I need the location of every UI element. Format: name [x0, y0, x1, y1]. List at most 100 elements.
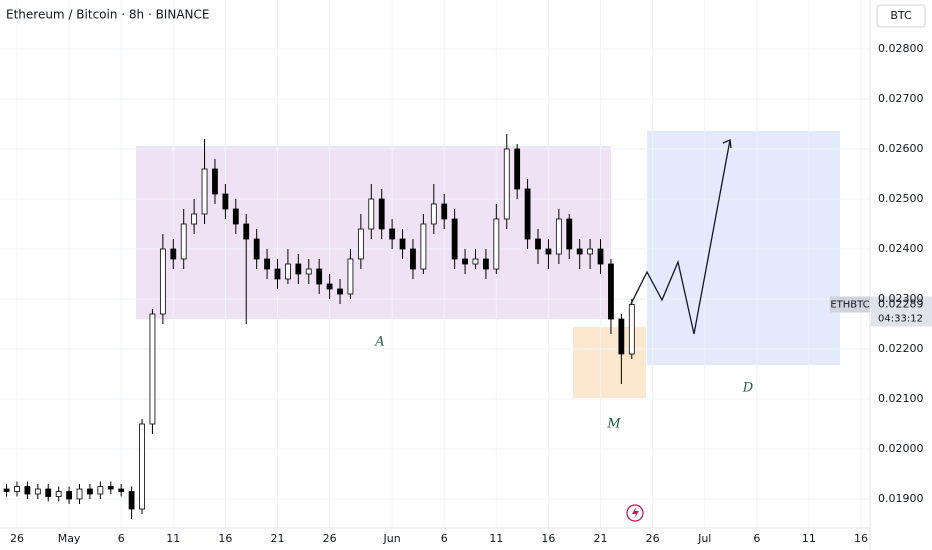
candle-body: [462, 258, 468, 265]
candle-body: [472, 258, 479, 265]
x-tick-label: 11: [802, 532, 816, 545]
candle-body: [3, 488, 10, 492]
y-tick-label: 0.02400: [878, 242, 924, 255]
candle-body: [159, 248, 166, 315]
candle-body: [524, 188, 531, 240]
x-tick-label: Jul: [697, 532, 711, 545]
candle-body: [34, 488, 41, 495]
candle-body: [14, 486, 20, 492]
candle-body: [368, 198, 375, 230]
candle-body: [170, 248, 177, 260]
x-tick-label: 16: [218, 532, 232, 545]
candle-body: [441, 203, 448, 220]
x-tick-label: 11: [489, 532, 503, 545]
candle-body: [66, 491, 72, 500]
candle-body: [493, 218, 500, 270]
candle-body: [608, 263, 614, 320]
candle-body: [253, 238, 260, 260]
x-tick-label: 26: [10, 532, 24, 545]
candle-body: [232, 208, 239, 225]
y-tick-label: 0.02000: [878, 442, 924, 455]
x-tick-label: 21: [270, 532, 284, 545]
candle-body: [378, 198, 385, 230]
x-tick-label: 6: [441, 532, 448, 545]
x-tick-label: 6: [118, 532, 125, 545]
candle-body: [97, 486, 104, 495]
candle-body: [264, 258, 270, 270]
candle-body: [243, 223, 250, 240]
candle-body: [566, 218, 573, 250]
x-tick-label: 16: [541, 532, 555, 545]
x-tick-label: 6: [753, 532, 760, 545]
candle-body: [201, 168, 208, 215]
candle-body: [139, 423, 145, 510]
y-tick-label: 0.02700: [878, 92, 924, 105]
candle-body: [87, 488, 93, 495]
candle-body: [555, 218, 562, 255]
x-tick-label: 21: [594, 532, 608, 545]
price-tag: ETHBTC 0.02289 04:33:12: [830, 296, 932, 327]
candle-body: [545, 248, 552, 255]
x-tick-label: May: [58, 532, 81, 545]
last-price: 0.02289: [878, 298, 924, 311]
candle-body: [483, 258, 489, 270]
candle-body: [107, 486, 114, 490]
symbol-tag-bg: [830, 296, 870, 313]
candle-body: [118, 488, 125, 492]
candle-body: [326, 283, 333, 290]
candle-body: [212, 168, 218, 195]
x-tick-label: 26: [646, 532, 660, 545]
candle-body: [410, 248, 416, 270]
candle-body: [55, 491, 62, 497]
x-tick-label: 16: [854, 532, 868, 545]
currency-button[interactable]: [876, 4, 926, 28]
symbol-tag: ETHBTC: [830, 300, 869, 311]
event-icon-bolt: [632, 507, 639, 519]
y-tick-label: 0.02800: [878, 42, 924, 55]
candle-body: [628, 304, 635, 355]
currency-label: BTC: [890, 9, 912, 22]
candle-body: [451, 218, 458, 260]
candle-body: [399, 238, 406, 250]
candle-body: [45, 488, 52, 497]
y-tick-label: 0.02200: [878, 342, 924, 355]
candle-body: [180, 223, 187, 260]
candle-body: [337, 288, 343, 295]
y-tick-label: 0.01900: [878, 492, 924, 505]
candle-body: [274, 268, 281, 280]
candle-body: [316, 268, 323, 285]
candle-body: [503, 148, 510, 220]
candle-body: [76, 488, 83, 500]
annotation: A: [374, 335, 384, 350]
event-icon[interactable]: [626, 504, 644, 522]
last-price-bg: [871, 296, 932, 327]
candle-body: [420, 223, 427, 270]
x-tick-label: 11: [166, 532, 180, 545]
y-tick-label: 0.02100: [878, 392, 924, 405]
candle-body: [191, 213, 198, 225]
y-tick-label: 0.02500: [878, 192, 924, 205]
candle-body: [514, 148, 521, 190]
candle-body: [576, 248, 583, 255]
candle-body: [305, 268, 312, 275]
annotation: D: [742, 381, 754, 396]
candles: [3, 134, 635, 519]
arrow-head: [722, 139, 732, 149]
candle-body: [597, 248, 604, 265]
candle-body: [24, 486, 31, 495]
projection-path: [630, 139, 731, 335]
demand-box: [573, 327, 646, 398]
candle-body: [618, 318, 625, 355]
x-tick-label: 26: [323, 532, 337, 545]
countdown: 04:33:12: [878, 314, 923, 325]
candle-body: [430, 203, 437, 225]
candle-body: [535, 238, 541, 250]
candle-body: [347, 258, 354, 295]
chart-title: Ethereum / Bitcoin · 8h · BINANCE: [6, 8, 209, 22]
y-tick-label: 0.02600: [878, 142, 924, 155]
y-tick-label: 0.02300: [878, 292, 924, 305]
candle-body: [128, 491, 135, 510]
candle-body: [222, 193, 229, 210]
